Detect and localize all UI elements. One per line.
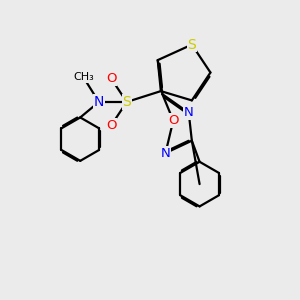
Text: S: S bbox=[188, 38, 196, 52]
Text: O: O bbox=[106, 72, 116, 85]
Text: S: S bbox=[122, 95, 131, 109]
Text: O: O bbox=[106, 119, 116, 132]
Text: O: O bbox=[168, 114, 178, 127]
Text: N: N bbox=[184, 106, 194, 119]
Text: N: N bbox=[94, 95, 104, 109]
Text: N: N bbox=[160, 147, 170, 160]
Text: CH₃: CH₃ bbox=[73, 72, 94, 82]
